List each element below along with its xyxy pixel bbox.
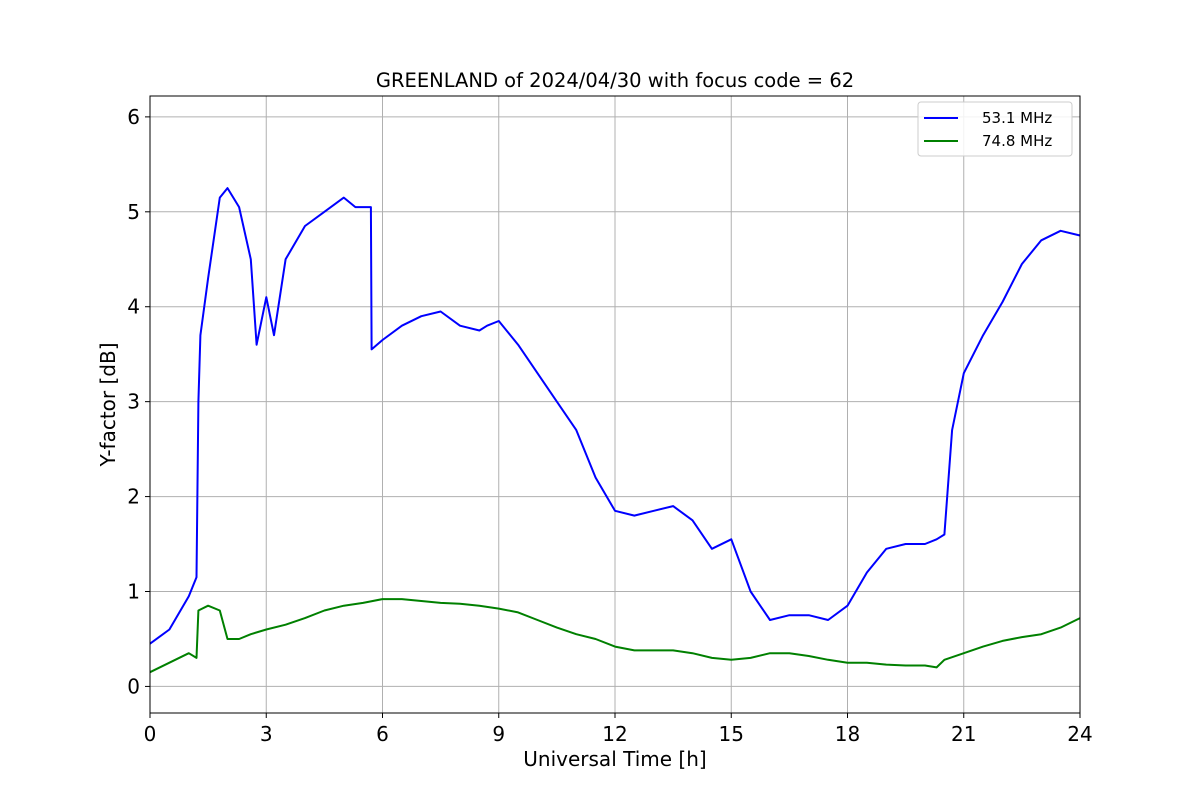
- y-tick-label: 2: [127, 485, 140, 509]
- x-tick-label: 24: [1067, 722, 1092, 746]
- x-tick-label: 6: [376, 722, 389, 746]
- series-line-0: [149, 187, 1081, 645]
- x-tick-label: 0: [144, 722, 157, 746]
- legend-label: 53.1 MHz: [982, 109, 1052, 127]
- chart-title: GREENLAND of 2024/04/30 with focus code …: [376, 69, 854, 92]
- series-line-1: [149, 598, 1081, 674]
- y-tick-label: 4: [127, 295, 140, 319]
- y-tick-label: 1: [127, 579, 140, 603]
- legend: 53.1 MHz 74.8 MHz: [917, 101, 1073, 157]
- x-tick-label: 18: [835, 722, 860, 746]
- y-tick-label: 3: [127, 390, 140, 414]
- x-axis-label: Universal Time [h]: [523, 747, 706, 771]
- x-tick-label: 3: [260, 722, 273, 746]
- y-tick-label: 6: [127, 105, 140, 129]
- legend-label: 74.8 MHz: [982, 132, 1052, 150]
- series-layer: [149, 187, 1081, 674]
- legend-box: [917, 101, 1073, 157]
- x-tick-label: 15: [719, 722, 744, 746]
- y-axis-label: Y-factor [dB]: [96, 342, 120, 467]
- x-tick-label: 21: [951, 722, 976, 746]
- y-tick-label: 0: [127, 674, 140, 698]
- x-tick-label: 9: [492, 722, 505, 746]
- x-tick-label: 12: [602, 722, 627, 746]
- y-tick-label: 5: [127, 200, 140, 224]
